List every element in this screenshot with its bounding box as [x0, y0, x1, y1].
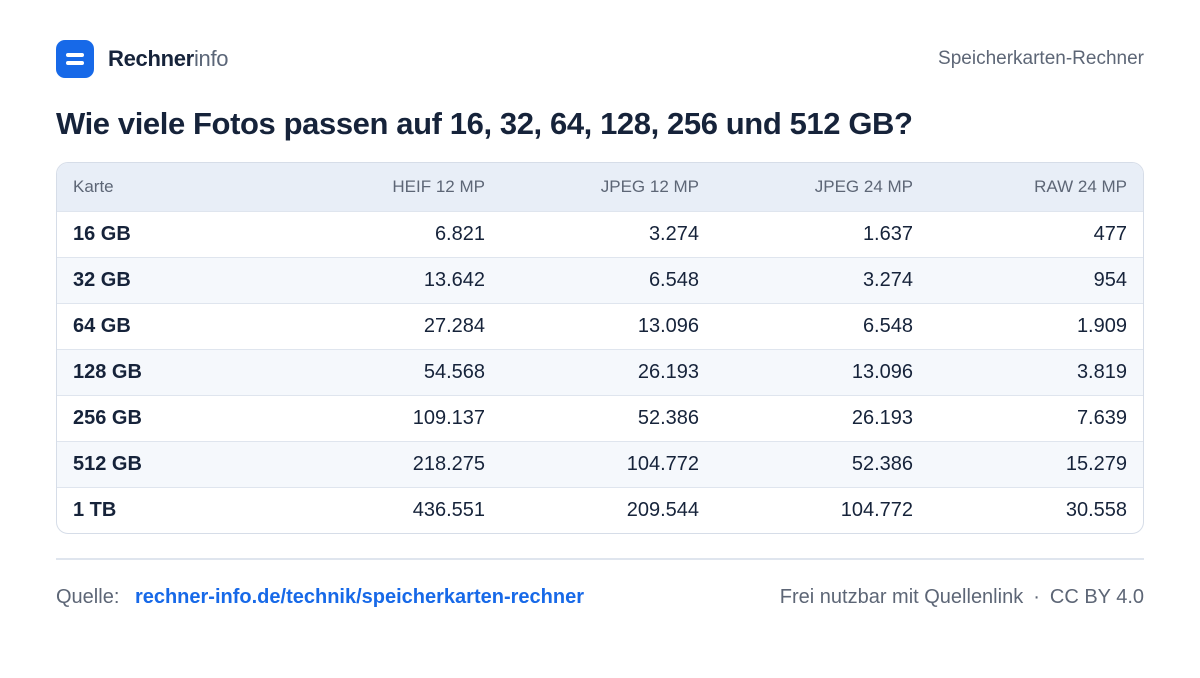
license-name: CC BY 4.0: [1049, 585, 1144, 608]
table-cell: 1.909: [1076, 314, 1127, 337]
table-cell: 1.637: [862, 222, 913, 245]
table-cell-card: 1 TB: [73, 498, 117, 521]
source-label: Quelle:: [56, 585, 120, 608]
table-cell: 6.548: [862, 314, 913, 337]
table-row: 128 GB 54.568 26.193 13.096 3.819: [57, 349, 1143, 395]
table-row: 256 GB 109.137 52.386 26.193 7.639: [57, 395, 1143, 441]
table-row: 512 GB 218.275 104.772 52.386 15.279: [57, 441, 1143, 487]
table-cell: 218.275: [412, 452, 485, 475]
column-header: RAW 24 MP: [1034, 176, 1127, 196]
license-text: Frei nutzbar mit Quellenlink: [779, 585, 1024, 608]
table-cell: 3.819: [1076, 360, 1127, 383]
table-cell: 54.568: [423, 360, 485, 383]
table-cell: 52.386: [637, 406, 699, 429]
brand-name-bold: Rechner: [108, 46, 194, 71]
table-cell: 27.284: [423, 314, 485, 337]
table-cell: 13.096: [851, 360, 913, 383]
source-link[interactable]: rechner-info.de/technik/speicherkarten-r…: [134, 585, 584, 608]
brand-logo[interactable]: Rechnerinfo: [56, 40, 229, 78]
table-cell: 104.772: [840, 498, 913, 521]
table-cell: 13.642: [423, 268, 485, 291]
separator-dot: ·: [1033, 585, 1040, 608]
table-cell-card: 256 GB: [73, 406, 142, 429]
table-cell-card: 16 GB: [73, 222, 131, 245]
page-header: Rechnerinfo Speicherkarten-Rechner: [56, 40, 1144, 78]
column-header: HEIF 12 MP: [392, 176, 485, 196]
footer-divider: [56, 558, 1144, 560]
page-category: Speicherkarten-Rechner: [938, 48, 1144, 69]
table-cell: 436.551: [412, 498, 485, 521]
table-cell: 13.096: [637, 314, 699, 337]
license-block: Frei nutzbar mit Quellenlink · CC BY 4.0: [780, 586, 1144, 609]
table-cell: 209.544: [626, 498, 699, 521]
table-cell: 109.137: [412, 406, 485, 429]
table-cell: 6.821: [434, 222, 485, 245]
table-row: 32 GB 13.642 6.548 3.274 954: [57, 257, 1143, 303]
table-cell: 30.558: [1065, 498, 1127, 521]
page-title: Wie viele Fotos passen auf 16, 32, 64, 1…: [56, 106, 913, 141]
column-header: JPEG 12 MP: [600, 176, 699, 196]
table-row: 1 TB 436.551 209.544 104.772 30.558: [57, 487, 1143, 533]
table-cell: 15.279: [1065, 452, 1127, 475]
table-header-row: Karte HEIF 12 MP JPEG 12 MP JPEG 24 MP R…: [57, 163, 1143, 211]
table-cell-card: 64 GB: [73, 314, 131, 337]
table-cell: 3.274: [862, 268, 913, 291]
table-cell: 954: [1093, 268, 1127, 291]
table-cell-card: 32 GB: [73, 268, 131, 291]
table-cell: 52.386: [851, 452, 913, 475]
table-cell-card: 128 GB: [73, 360, 142, 383]
brand-name-light: info: [193, 46, 229, 71]
logo-icon: [56, 40, 94, 78]
table-cell: 104.772: [626, 452, 699, 475]
table-cell: 477: [1093, 222, 1127, 245]
table-cell: 26.193: [637, 360, 699, 383]
column-header: JPEG 24 MP: [814, 176, 913, 196]
photo-capacity-table: Karte HEIF 12 MP JPEG 12 MP JPEG 24 MP R…: [56, 162, 1144, 534]
table-cell: 6.548: [648, 268, 699, 291]
table-cell: 26.193: [851, 406, 913, 429]
column-header: Karte: [73, 176, 114, 196]
source-block: Quelle: rechner-info.de/technik/speicher…: [56, 586, 584, 609]
brand-name: Rechnerinfo: [108, 46, 229, 72]
table-cell-card: 512 GB: [73, 452, 142, 475]
table-cell: 7.639: [1076, 406, 1127, 429]
table-row: 16 GB 6.821 3.274 1.637 477: [57, 211, 1143, 257]
table-row: 64 GB 27.284 13.096 6.548 1.909: [57, 303, 1143, 349]
table-cell: 3.274: [648, 222, 699, 245]
page-footer: Quelle: rechner-info.de/technik/speicher…: [56, 584, 1144, 610]
